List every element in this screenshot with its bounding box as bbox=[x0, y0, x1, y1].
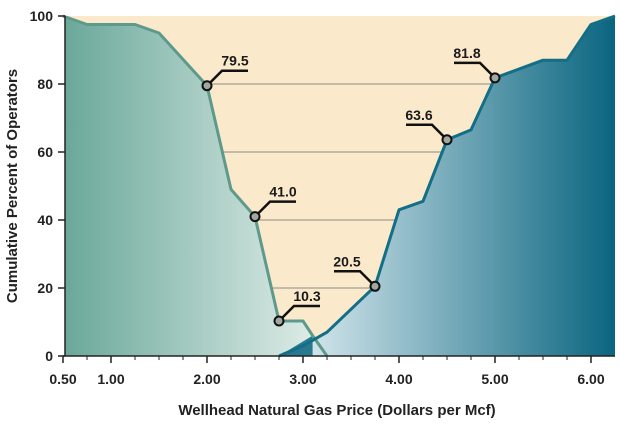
data-point-marker bbox=[249, 211, 261, 223]
right-area-fill bbox=[279, 16, 615, 356]
x-tick-label: 4.00 bbox=[385, 371, 412, 387]
callout-label: 79.5 bbox=[221, 53, 248, 69]
y-tick-label: 40 bbox=[37, 212, 53, 228]
callout-leader bbox=[254, 200, 296, 218]
y-axis-ticks: 0 20 40 60 80 100 bbox=[30, 8, 65, 364]
y-tick-label: 80 bbox=[37, 76, 53, 92]
data-point-marker bbox=[369, 280, 381, 292]
x-tick-label: 6.00 bbox=[577, 371, 604, 387]
y-tick-label: 100 bbox=[30, 8, 54, 24]
callout-label: 63.6 bbox=[405, 107, 432, 123]
callout-label: 20.5 bbox=[333, 253, 360, 269]
overlap-wedge bbox=[279, 335, 313, 356]
callout-label: 81.8 bbox=[453, 45, 480, 61]
x-tick-label: 3.00 bbox=[289, 371, 316, 387]
series-line-decreasing bbox=[62, 14, 329, 357]
data-point-marker bbox=[273, 315, 285, 327]
x-tick-label: 0.50 bbox=[49, 371, 76, 387]
y-tick-label: 20 bbox=[37, 280, 53, 296]
x-tick-label: 5.00 bbox=[481, 371, 508, 387]
callout-label: 10.3 bbox=[293, 288, 320, 304]
x-tick-label: 2.00 bbox=[193, 371, 220, 387]
y-tick-label: 0 bbox=[45, 348, 53, 364]
callout-label: 41.0 bbox=[269, 184, 296, 200]
data-point-marker bbox=[441, 134, 453, 146]
left-area-fill bbox=[63, 16, 327, 356]
callout-leader bbox=[278, 304, 320, 322]
x-axis-ticks: 0.50 1.00 2.00 3.00 4.00 5.00 6.00 bbox=[49, 356, 605, 387]
callout-leader bbox=[406, 123, 448, 141]
axes bbox=[63, 16, 615, 357]
callout-leader bbox=[334, 270, 376, 288]
data-point-marker bbox=[201, 80, 213, 92]
callout-leader bbox=[454, 61, 496, 79]
x-tick-label: 1.00 bbox=[97, 371, 124, 387]
y-axis-title: Cumulative Percent of Operators bbox=[4, 69, 21, 303]
x-axis-title: Wellhead Natural Gas Price (Dollars per … bbox=[178, 402, 495, 419]
data-callouts: 79.5 41.0 10.3 20.5 63.6 81.8 bbox=[201, 45, 501, 327]
callout-leader bbox=[206, 69, 248, 87]
area-layer bbox=[63, 16, 615, 356]
y-tick-label: 60 bbox=[37, 144, 53, 160]
data-point-marker bbox=[489, 72, 501, 84]
